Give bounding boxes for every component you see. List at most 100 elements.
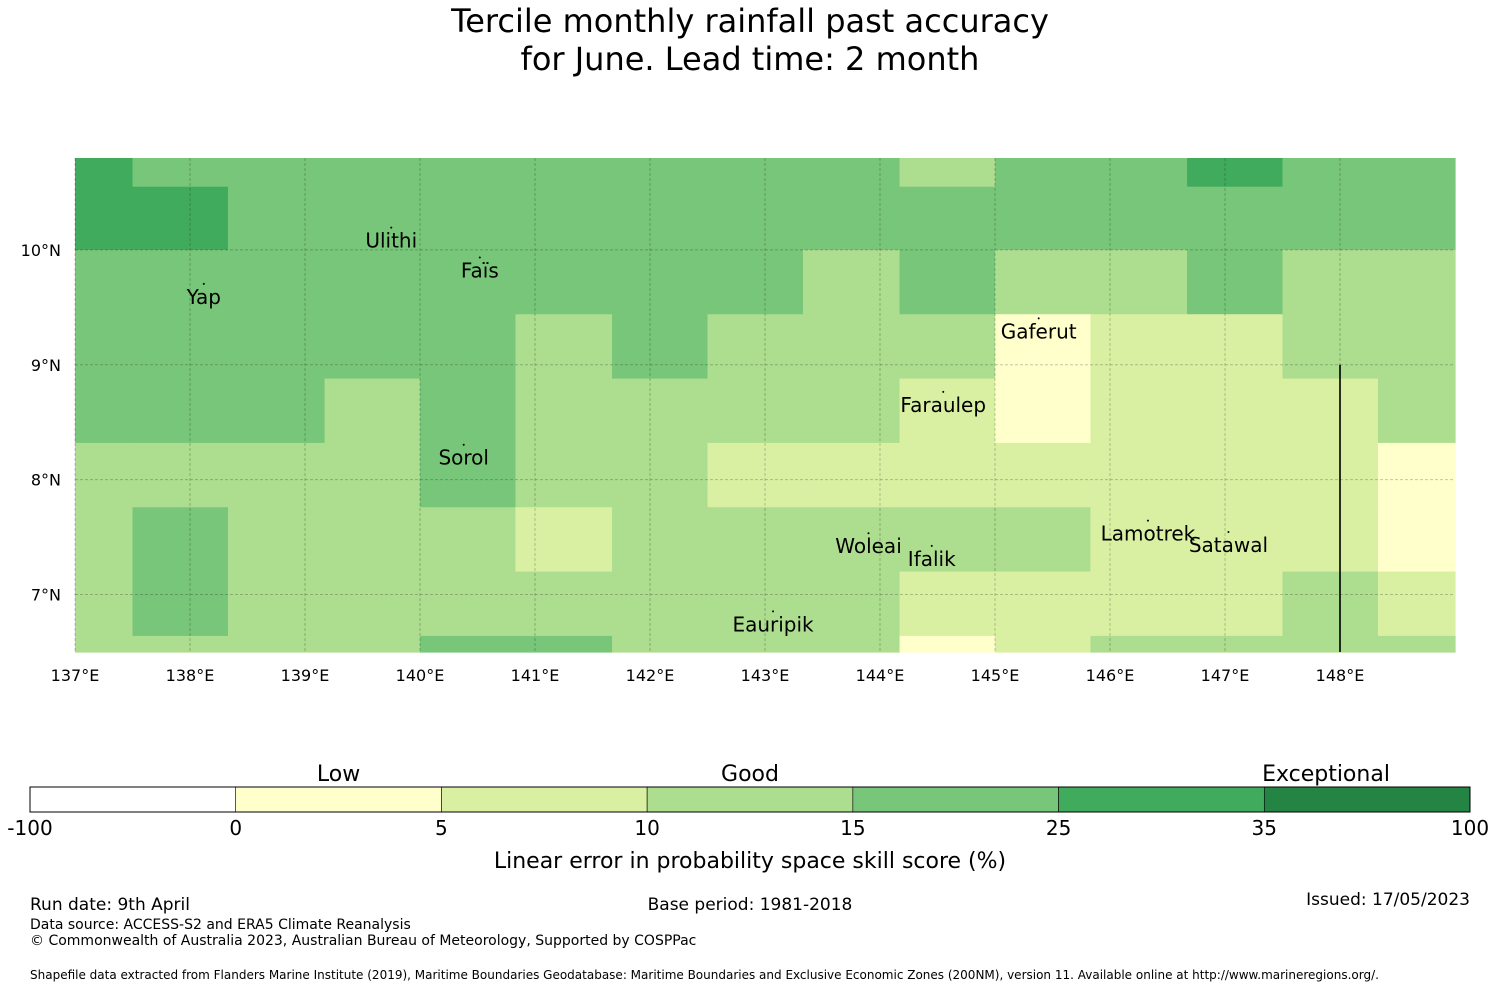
colorbar-swatch <box>1263 786 1471 813</box>
heatmap-cell <box>1282 507 1379 573</box>
heatmap-cell <box>1090 442 1188 508</box>
heatmap-cell <box>899 507 996 573</box>
heatmap-cell <box>707 442 804 508</box>
heatmap-cell <box>1282 442 1379 508</box>
colorbar: -100 0 5 10 15 25 35 100 Low Good Exceptional Linea… <box>7 762 1489 874</box>
heatmap-cell <box>802 186 901 251</box>
colorbar-category-label: Good <box>721 762 779 787</box>
colorbar-tick-label: 0 <box>229 816 242 840</box>
heatmap-cell <box>802 635 901 653</box>
heatmap-cell <box>515 507 613 573</box>
heatmap-cell <box>1282 158 1379 188</box>
colorbar-category-label: Low <box>317 762 360 787</box>
x-tick-label: 139°E <box>281 666 330 685</box>
heatmap-cell <box>132 442 229 508</box>
x-tick-label: 145°E <box>971 666 1020 685</box>
heatmap-cell <box>420 507 517 573</box>
heatmap-cell <box>1090 635 1188 653</box>
heatmap-cell <box>1090 314 1188 380</box>
chart-title-line-1: Tercile monthly rainfall past accuracy <box>451 2 1049 40</box>
heatmap-cell <box>420 571 517 637</box>
heatmap-cell <box>899 314 996 380</box>
x-tick-label: 140°E <box>396 666 445 685</box>
heatmap-cell <box>995 571 1092 637</box>
heatmap-cell <box>1377 507 1456 573</box>
heatmap-cell <box>1187 635 1284 653</box>
heatmap-cell <box>802 314 901 380</box>
heatmap-cell <box>420 378 517 444</box>
heatmap-cell <box>227 314 326 380</box>
heatmap-cell <box>324 158 421 188</box>
x-axis-ticks: 137°E 138°E 139°E 140°E 141°E 142°E 143°E 144°E… <box>51 666 1365 685</box>
heatmap-cell <box>1187 378 1284 444</box>
heatmap-cell <box>802 507 901 573</box>
heatmap-cell <box>802 158 901 188</box>
x-tick-label: 146°E <box>1086 666 1135 685</box>
heatmap-cell <box>707 314 804 380</box>
heatmap-cell <box>612 571 709 637</box>
heatmap-cell <box>1377 571 1456 637</box>
heatmap-cell <box>1282 314 1379 380</box>
heatmap-cell <box>515 442 613 508</box>
x-tick-label: 141°E <box>511 666 560 685</box>
heatmap-cell <box>1377 158 1456 188</box>
chart-title: Tercile monthly rainfall past accuracy f… <box>0 2 1500 78</box>
heatmap-cell <box>515 158 613 188</box>
heatmap-cell <box>227 158 326 188</box>
x-tick-label: 143°E <box>741 666 790 685</box>
heatmap-cell <box>1090 571 1188 637</box>
heatmap-cell <box>707 635 804 653</box>
heatmap-cell <box>707 249 804 315</box>
heatmap-cell <box>802 378 901 444</box>
heatmap-cell <box>1187 507 1284 573</box>
heatmap-cell <box>1282 571 1379 637</box>
heatmap-cell <box>324 249 421 315</box>
heatmap-cell <box>802 249 901 315</box>
x-tick-label: 142°E <box>626 666 675 685</box>
heatmap-cell <box>1090 249 1188 315</box>
island-label: Lamotrek <box>1101 522 1196 546</box>
colorbar-tick-label: 15 <box>840 816 865 840</box>
heatmap-cell <box>1090 507 1188 573</box>
colorbar-swatch <box>235 786 442 813</box>
y-tick-label: 7°N <box>31 586 61 605</box>
heatmap-cell <box>515 378 613 444</box>
heatmap-cell <box>612 158 709 188</box>
heatmap-cell <box>995 442 1092 508</box>
heatmap-cell <box>227 249 326 315</box>
heatmap-cell <box>1090 378 1188 444</box>
heatmap-cell <box>324 507 421 573</box>
heatmap-cell <box>1282 635 1379 653</box>
y-tick-label: 10°N <box>21 241 61 260</box>
heatmap-cell <box>515 571 613 637</box>
y-tick-label: 8°N <box>31 471 61 490</box>
heatmap-cell <box>995 635 1092 653</box>
heatmap-cell <box>132 378 229 444</box>
heatmap-cell <box>899 186 996 251</box>
heatmap-cell <box>1377 635 1456 653</box>
heatmap-cell <box>1187 186 1284 251</box>
heatmap-cell <box>1187 314 1284 380</box>
heatmap-cell <box>75 314 134 380</box>
heatmap-cell <box>420 442 517 508</box>
heatmap-cell <box>132 635 229 653</box>
heatmap-cell <box>420 158 517 188</box>
heatmap-cell <box>324 314 421 380</box>
island-marker <box>1146 519 1149 522</box>
heatmap-cell <box>1377 186 1456 251</box>
heatmap-cell <box>515 314 613 380</box>
heatmap-cell <box>1377 442 1456 508</box>
heatmap-cell <box>707 507 804 573</box>
island-marker <box>390 226 393 229</box>
y-axis-ticks: 10°N 9°N 8°N 7°N <box>21 241 61 605</box>
heatmap-cell <box>75 442 134 508</box>
heatmap-cell <box>420 186 517 251</box>
colorbar-frame <box>29 786 1471 813</box>
island-label: Yap <box>186 285 221 309</box>
island-label: Gaferut <box>1001 319 1077 343</box>
heatmap-cell <box>227 507 326 573</box>
island-label: Faraulep <box>900 393 986 417</box>
colorbar-tick-label: 35 <box>1252 816 1277 840</box>
heatmap-cell <box>75 378 134 444</box>
